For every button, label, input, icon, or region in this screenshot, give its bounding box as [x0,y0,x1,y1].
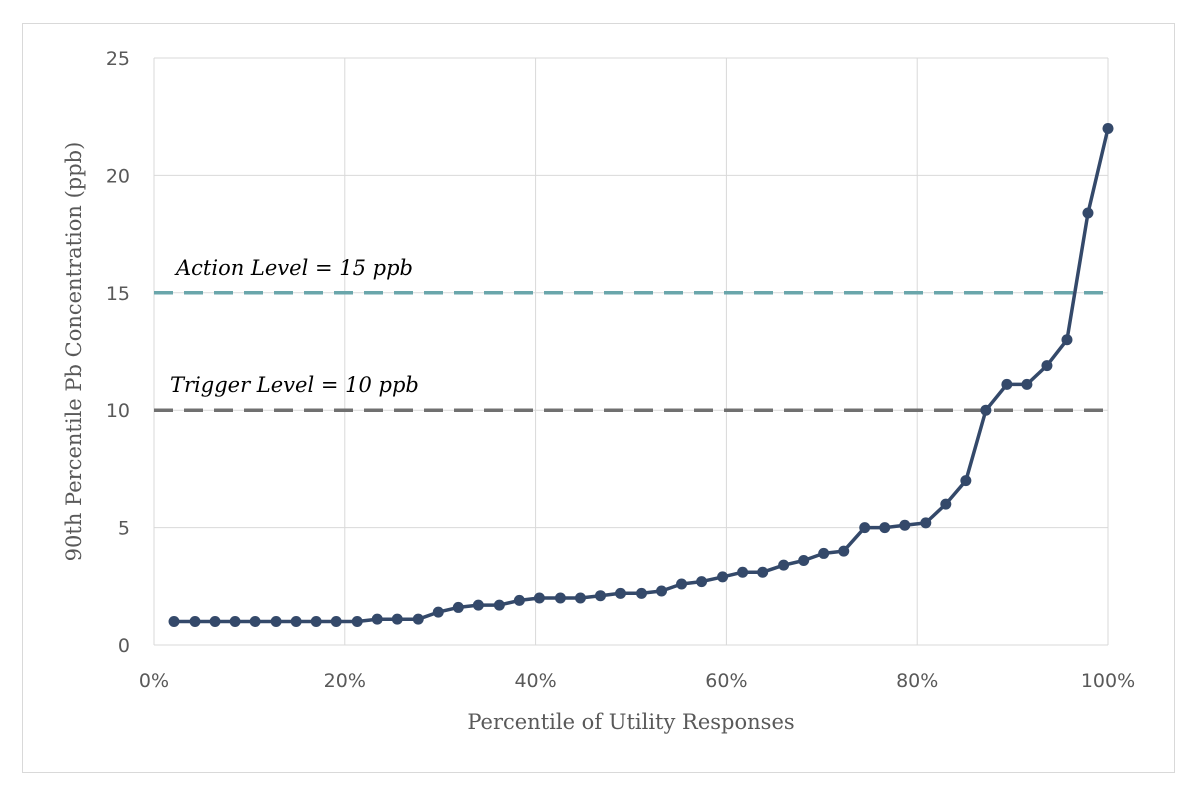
data-point [1041,360,1053,372]
data-point [229,616,241,628]
data-point [594,590,606,602]
data-point [412,613,424,625]
y-tick-label: 15 [106,283,130,305]
data-point [1061,334,1073,346]
data-point [798,554,810,566]
data-point [656,585,668,597]
data-point [351,616,363,628]
data-point [189,616,201,628]
x-tick-label: 80% [896,670,938,692]
data-point [330,616,342,628]
data-point [737,566,749,578]
x-tick-label: 20% [324,670,366,692]
data-point [615,587,627,599]
y-tick-label: 0 [118,635,130,657]
x-tick-label: 100% [1081,670,1135,692]
data-point [391,613,403,625]
data-point [676,578,688,590]
data-point [371,613,383,625]
data-point [270,616,282,628]
data-point [778,559,790,571]
data-point [757,566,769,578]
data-point [310,616,322,628]
x-tick-label: 60% [705,670,747,692]
data-point [554,592,566,604]
data-point [472,599,484,611]
data-point [1082,207,1094,219]
data-point [717,571,729,583]
data-point [635,587,647,599]
chart-frame: 0 5 10 15 20 25 0% 20% 40% 60% 80% 100% Action Leve… [22,23,1175,773]
data-point [838,545,850,557]
data-point [1102,122,1114,134]
data-point [209,616,221,628]
data-point [493,599,505,611]
reference-label-15: Action Level = 15 ppb [174,256,413,280]
y-axis-title: 90th Percentile Pb Concentration (ppb) [62,142,86,562]
x-tick-label: 40% [514,670,556,692]
y-tick-label: 5 [118,518,130,540]
data-point [696,576,708,588]
x-tick-label: 0% [139,670,169,692]
data-point [1001,378,1013,390]
data-point [899,519,911,531]
y-tick-label: 10 [106,400,130,422]
data-point [168,616,180,628]
tick-layer: 0 5 10 15 20 25 0% 20% 40% 60% 80% 100% [106,48,1135,692]
data-point [533,592,545,604]
y-tick-label: 20 [106,165,130,187]
reference-lines: Action Level = 15 ppb Trigger Level = 10 … [154,256,1108,412]
reference-label-10: Trigger Level = 10 ppb [170,373,419,397]
x-axis-title: Percentile of Utility Responses [467,710,794,734]
data-point [432,606,444,618]
y-tick-label: 25 [106,48,130,70]
data-point [818,547,830,559]
data-point [960,475,972,487]
data-point [574,592,586,604]
data-point [249,616,261,628]
data-point [879,522,891,534]
series-layer [168,122,1114,628]
data-point [940,498,952,510]
data-point [513,594,525,606]
data-point [859,522,871,534]
data-point [290,616,302,628]
grid-layer [153,57,1109,646]
data-point [1021,378,1033,390]
data-point [980,404,992,416]
data-point [920,517,932,529]
data-point [452,601,464,613]
line-chart: 0 5 10 15 20 25 0% 20% 40% 60% 80% 100% Action Leve… [62,48,1135,734]
